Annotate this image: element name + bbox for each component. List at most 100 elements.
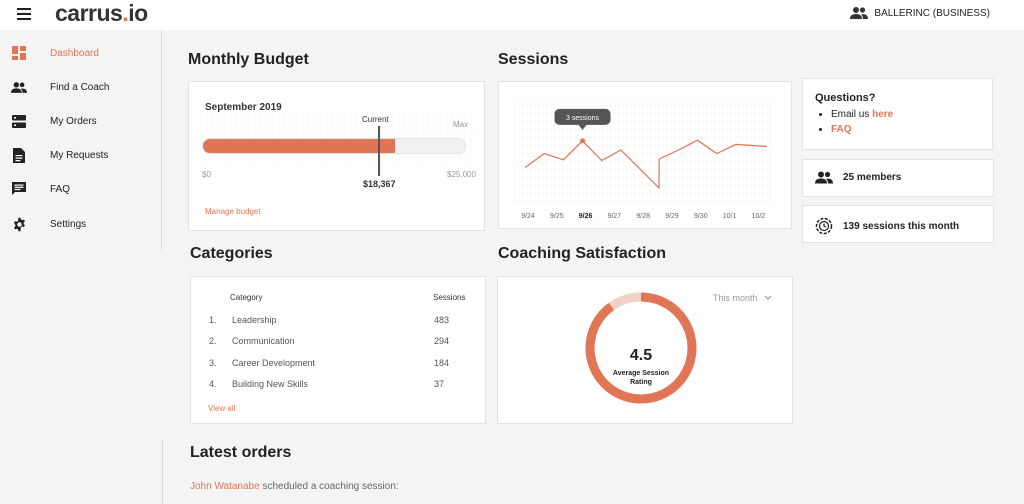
satisfaction-title: Coaching Satisfaction: [498, 245, 667, 262]
budget-month: September 2019: [205, 102, 282, 113]
category-sessions: 184: [434, 358, 450, 368]
account-menu[interactable]: BALLERINC (BUSINESS): [850, 7, 990, 19]
rating-donut: [585, 292, 697, 404]
sessions-x-tick-label: 9/24: [521, 213, 535, 220]
logo-tld: io: [128, 0, 148, 26]
chevron-down-icon: [764, 295, 772, 300]
table-row[interactable]: 2. Communication 294: [191, 332, 487, 352]
order-text: scheduled a coaching session:: [259, 481, 399, 492]
category-name: Career Development: [232, 358, 316, 368]
sidebar-item-dashboard[interactable]: Dashboard: [0, 38, 160, 68]
questions-title: Questions?: [815, 92, 876, 104]
sidebar-item-label: FAQ: [50, 183, 71, 195]
table-row[interactable]: 1. Leadership 483: [191, 311, 487, 331]
questions-list: Email us here FAQ: [831, 109, 893, 139]
sessions-title: Sessions: [498, 51, 569, 68]
sidebar-item-label: Find a Coach: [50, 81, 110, 93]
sessions-tooltip: 3 sessions: [554, 108, 611, 130]
top-header: carrus.io BALLERINC (BUSINESS): [0, 0, 1024, 30]
row-number: 3.: [209, 358, 217, 368]
sessions-x-tick-label: 9/26: [579, 213, 593, 220]
sessions-x-tick-label: 10/2: [752, 213, 766, 220]
budget-max-label: Max: [453, 120, 469, 129]
orders-icon: [11, 113, 27, 129]
table-row[interactable]: 3. Career Development 184: [191, 354, 487, 374]
sessions-x-tick-label: 9/28: [636, 213, 650, 220]
budget-progress-bar: [202, 138, 466, 154]
satisfaction-card: This month 4.5 Average Session Rating: [497, 276, 793, 424]
email-us-link[interactable]: here: [872, 109, 894, 120]
members-card: 25 members: [802, 159, 994, 197]
account-name: BALLERINC (BUSINESS): [874, 7, 990, 19]
rating-label-line-2: Rating: [630, 379, 652, 386]
sessions-column-header: Sessions: [433, 293, 466, 302]
rating-arc: [585, 292, 697, 404]
order-user-link[interactable]: John Watanabe: [190, 481, 260, 492]
period-dropdown[interactable]: This month: [713, 293, 772, 303]
dashboard-icon: [11, 45, 27, 61]
sidebar-item-label: My Requests: [50, 149, 109, 161]
budget-title: Monthly Budget: [188, 51, 309, 68]
sessions-month-count: 139 sessions this month: [843, 220, 960, 232]
rating-value: 4.5: [629, 347, 653, 364]
view-all-link[interactable]: View all: [208, 404, 236, 413]
sidebar-item-label: My Orders: [50, 115, 97, 127]
sessions-tooltip-text: 3 sessions: [566, 115, 600, 122]
orders-divider: [162, 440, 163, 504]
category-sessions: 483: [434, 315, 450, 325]
faq-item: FAQ: [831, 124, 893, 135]
sidebar-item-label: Settings: [50, 218, 87, 230]
email-us-item: Email us here: [831, 109, 893, 120]
rating-label: Average Session Rating: [584, 369, 698, 387]
budget-min-value: $0: [202, 170, 211, 179]
sessions-x-tick-label: 9/30: [694, 213, 708, 220]
table-row[interactable]: 4. Building New Skills 37: [191, 375, 487, 395]
logo-dot: .: [122, 0, 129, 26]
categories-title: Categories: [190, 245, 273, 262]
sessions-highlight-point[interactable]: [580, 138, 585, 144]
sidebar: Dashboard Find a Coach My Orders My Requ…: [0, 30, 162, 504]
sessions-x-tick-label: 9/25: [550, 213, 564, 220]
budget-progress-fill: [203, 139, 396, 153]
faq-link[interactable]: FAQ: [831, 124, 852, 135]
sessions-x-tick-label: 9/27: [608, 213, 622, 220]
logo-main: carrus: [55, 0, 123, 26]
category-sessions: 294: [434, 336, 450, 346]
sidebar-item-my-requests[interactable]: My Requests: [0, 140, 160, 170]
sidebar-divider: [161, 30, 162, 250]
gear-icon: [11, 216, 27, 232]
categories-card: Category Sessions 1. Leadership 483 2. C…: [190, 276, 486, 424]
email-us-text: Email us: [831, 109, 873, 120]
order-item: John Watanabe scheduled a coaching sessi…: [190, 481, 399, 492]
sidebar-item-faq[interactable]: FAQ: [0, 174, 160, 204]
sessions-grid: [513, 98, 772, 202]
category-sessions: 37: [434, 379, 445, 389]
category-name: Communication: [232, 336, 295, 346]
budget-current-marker: [378, 126, 380, 176]
row-number: 2.: [209, 336, 217, 346]
sidebar-item-find-a-coach[interactable]: Find a Coach: [0, 72, 160, 102]
logo[interactable]: carrus.io: [55, 0, 148, 27]
row-number: 4.: [209, 379, 217, 389]
budget-max-value: $25,000: [447, 170, 476, 179]
calendar-clock-icon: [815, 217, 833, 235]
sessions-x-tick-label: 9/29: [665, 213, 679, 220]
budget-current-label: Current: [362, 115, 389, 124]
rating-label-line-1: Average Session: [612, 370, 670, 377]
budget-card: September 2019 Current Max $0 $25,000 $1…: [188, 81, 485, 231]
sessions-card: 3 sessions 9/24 9/25 9/26 9/27 9/28 9/29 9/30 1…: [498, 81, 792, 229]
row-number: 1.: [209, 315, 217, 325]
document-icon: [11, 147, 27, 163]
sidebar-item-settings[interactable]: Settings: [0, 209, 160, 239]
sidebar-item-my-orders[interactable]: My Orders: [0, 106, 160, 136]
category-name: Leadership: [232, 315, 277, 325]
sessions-series-line: [524, 139, 768, 190]
questions-card: Questions? Email us here FAQ: [802, 78, 993, 150]
menu-icon[interactable]: [17, 8, 31, 20]
budget-current-value: $18,367: [363, 179, 396, 189]
period-dropdown-value: This month: [712, 293, 758, 303]
manage-budget-link[interactable]: Manage budget: [205, 207, 261, 216]
people-icon: [850, 7, 869, 19]
members-count: 25 members: [843, 172, 902, 183]
category-name: Building New Skills: [232, 379, 309, 389]
